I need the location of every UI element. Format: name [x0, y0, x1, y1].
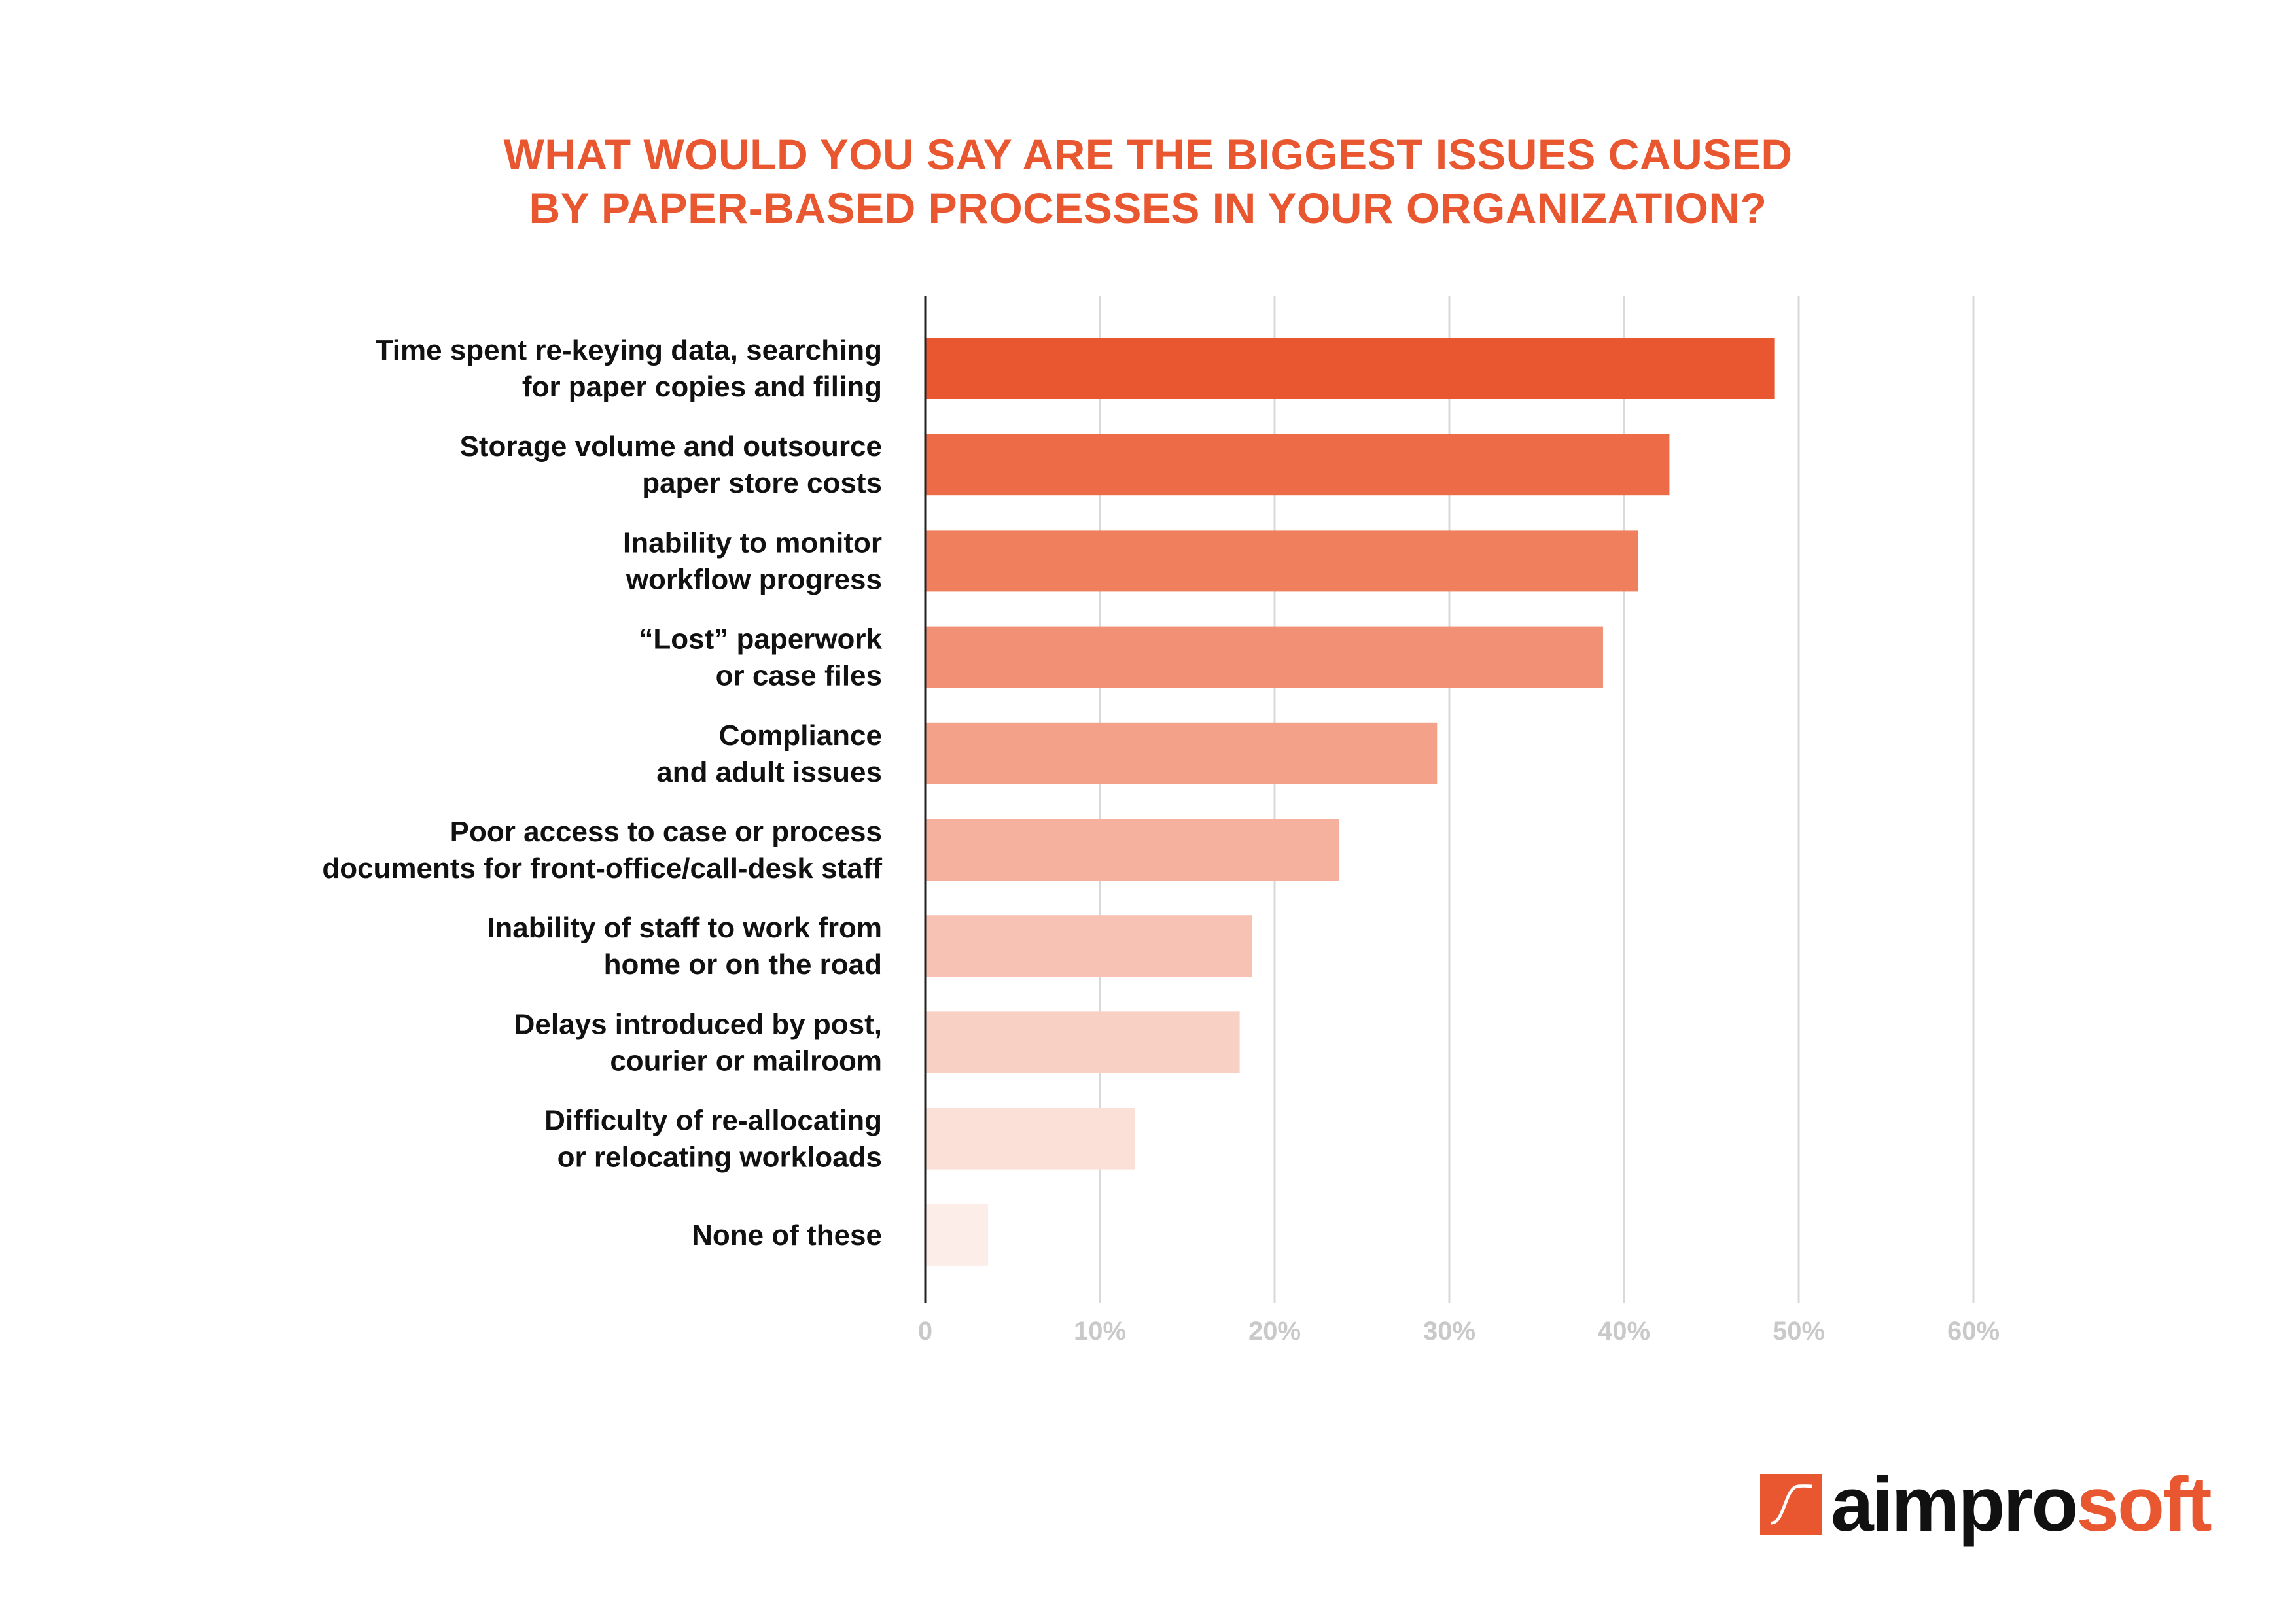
bar	[925, 915, 1252, 977]
chart-title: WHAT WOULD YOU SAY ARE THE BIGGEST ISSUE…	[0, 128, 2296, 235]
category-label: and adult issues	[656, 756, 882, 788]
category-label: Difficulty of re-allocating	[544, 1105, 882, 1137]
category-label: documents for front-office/call-desk sta…	[322, 852, 882, 884]
category-label: home or on the road	[604, 949, 882, 981]
category-label: paper store costs	[642, 467, 882, 499]
category-label: Poor access to case or process	[450, 816, 882, 848]
x-tick-label: 60%	[1947, 1317, 2000, 1346]
category-label: courier or mailroom	[610, 1045, 882, 1077]
category-label: “Lost” paperwork	[639, 623, 882, 655]
chart-title-line-2: BY PAPER-BASED PROCESSES IN YOUR ORGANIZ…	[529, 184, 1767, 232]
x-tick-label: 10%	[1074, 1317, 1126, 1346]
bar	[925, 626, 1603, 688]
x-tick-label: 30%	[1423, 1317, 1475, 1346]
chart-title-line-1: WHAT WOULD YOU SAY ARE THE BIGGEST ISSUE…	[503, 130, 1793, 179]
brand-logo: aimprosoft	[1760, 1462, 2212, 1547]
x-tick-label: 0	[918, 1317, 932, 1346]
brand-logo-text-dark: aimpro	[1831, 1461, 2078, 1548]
category-label: Compliance	[719, 720, 882, 752]
x-tick-label: 40%	[1598, 1317, 1650, 1346]
category-label: or case files	[716, 660, 882, 692]
bar	[925, 1011, 1240, 1073]
category-label: for paper copies and filing	[522, 371, 882, 403]
category-label: Delays introduced by post,	[514, 1008, 882, 1040]
x-tick-label: 20%	[1248, 1317, 1301, 1346]
bar	[925, 1108, 1135, 1170]
category-label: or relocating workloads	[557, 1142, 882, 1174]
category-label: Inability of staff to work from	[487, 912, 882, 944]
category-label: Storage volume and outsource	[460, 430, 882, 462]
bar	[925, 1204, 989, 1266]
bar	[925, 434, 1670, 496]
bar	[925, 722, 1438, 784]
bar	[925, 530, 1638, 592]
aimprosoft-logo-icon	[1760, 1474, 1822, 1535]
x-tick-label: 50%	[1773, 1317, 1825, 1346]
category-label: workflow progress	[626, 563, 882, 595]
category-label: None of these	[692, 1219, 882, 1251]
brand-logo-text: aimprosoft	[1831, 1466, 2212, 1543]
bar	[925, 819, 1339, 881]
category-label: Time spent re-keying data, searching	[376, 334, 882, 366]
bar	[925, 338, 1775, 399]
brand-logo-text-accent: soft	[2076, 1461, 2212, 1548]
category-label: Inability to monitor	[623, 527, 882, 559]
